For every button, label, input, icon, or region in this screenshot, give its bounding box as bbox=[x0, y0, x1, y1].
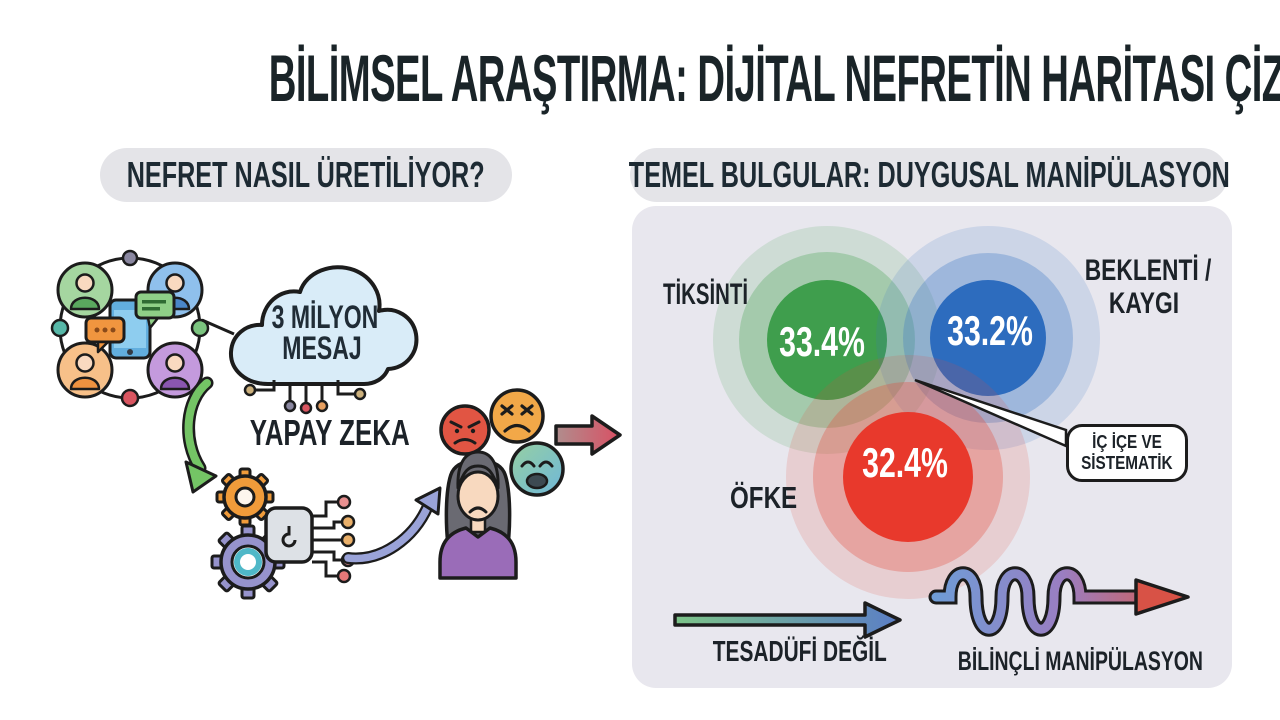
cloud-icon bbox=[229, 265, 419, 386]
ai-label: YAPAY ZEKA bbox=[249, 412, 410, 453]
venn-circle-anticipation bbox=[876, 226, 1100, 450]
avatar-purple bbox=[146, 341, 204, 399]
left-section-header-label: NEFRET NASIL ÜRETİLİYOR? bbox=[127, 154, 485, 195]
venn-value-disgust: 33.4% bbox=[779, 318, 865, 365]
circuit-icon bbox=[243, 380, 367, 415]
right-section-header: TEMEL BULGULAR: DUYGUSAL MANİPÜLASYON bbox=[628, 148, 1230, 202]
venn-label-anger: ÖFKE bbox=[730, 480, 798, 515]
social-network-icon bbox=[50, 249, 235, 408]
avatar-orange bbox=[56, 341, 114, 399]
findings-panel: TİKSİNTİ BEKLENTİ / KAYGI ÖFKE 33.4% 33.… bbox=[632, 206, 1232, 688]
curved-arrow-down-icon bbox=[182, 376, 218, 494]
venn-diagram bbox=[673, 226, 1190, 639]
left-section-header: NEFRET NASIL ÜRETİLİYOR? bbox=[100, 148, 512, 202]
emoji-furious-icon bbox=[489, 388, 545, 444]
hate-production-illustration bbox=[50, 249, 622, 600]
ai-chip-icon bbox=[264, 494, 356, 584]
person-icon bbox=[438, 450, 518, 580]
straight-arrow-icon bbox=[673, 601, 902, 639]
page-title: BİLİMSEL ARAŞTIRMA: DİJİTAL NEFRETİN HAR… bbox=[268, 41, 1280, 115]
straight-arrow-label: TESADÜFİ DEĞİL bbox=[712, 636, 887, 668]
callout-line-1: İÇ İÇE VE bbox=[1092, 432, 1162, 452]
block-arrow-right-icon bbox=[554, 414, 622, 456]
avatar-green bbox=[56, 261, 114, 319]
emoji-sad-icon bbox=[509, 441, 565, 497]
wavy-arrow-label: BİLİNÇLİ MANİPÜLASYON bbox=[957, 646, 1203, 676]
venn-circle-anger bbox=[786, 355, 1030, 599]
gears-icon bbox=[210, 467, 286, 600]
right-section-header-label: TEMEL BULGULAR: DUYGUSAL MANİPÜLASYON bbox=[628, 154, 1230, 195]
curved-arrow-up-icon bbox=[342, 486, 442, 565]
venn-value-anticipation: 33.2% bbox=[947, 307, 1033, 354]
speech-bubbles-icon bbox=[84, 290, 176, 354]
venn-value-anger: 32.4% bbox=[862, 439, 948, 486]
callout-line-2: SİSTEMATİK bbox=[1081, 453, 1173, 473]
venn-label-disgust: TİKSİNTİ bbox=[663, 278, 748, 311]
venn-label-anticipation: BEKLENTİ / KAYGI bbox=[1084, 254, 1212, 320]
venn-circle-disgust bbox=[713, 226, 941, 454]
emoji-angry-icon bbox=[439, 404, 491, 456]
wavy-arrow-icon bbox=[928, 566, 1190, 637]
message-count-label: 3 MİLYON MESAJ bbox=[271, 299, 379, 366]
callout-bubble-icon: İÇ İÇE VE SİSTEMATİK bbox=[1066, 424, 1188, 482]
